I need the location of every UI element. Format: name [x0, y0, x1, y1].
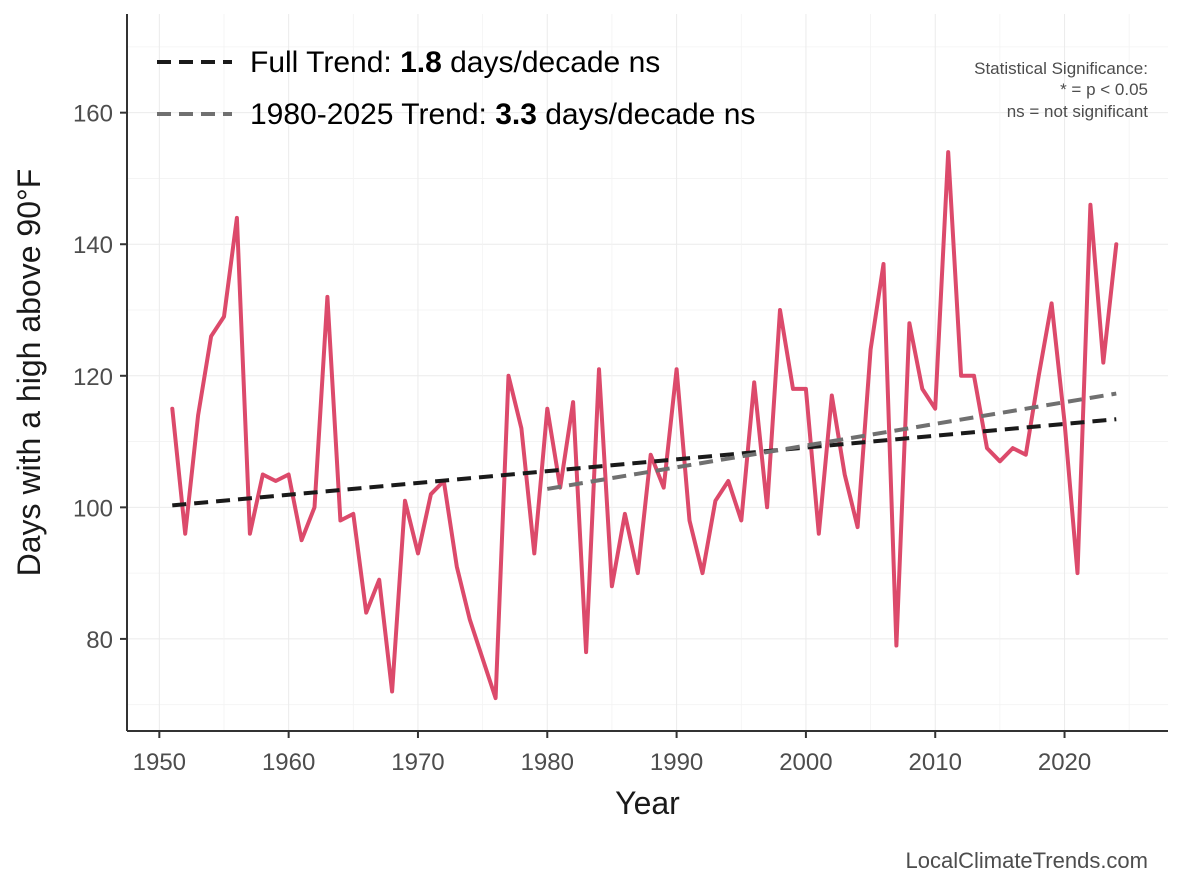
x-tick-label: 1980	[521, 749, 574, 776]
y-tick-label: 120	[73, 364, 113, 391]
series-line	[170, 150, 1119, 701]
axes	[126, 14, 1168, 732]
x-tick-label: 2020	[1038, 749, 1091, 776]
significance-note: Statistical Significance: * = p < 0.05 n…	[974, 59, 1148, 121]
significance-title: Statistical Significance:	[974, 59, 1148, 78]
legend-label-1: Full Trend: 1.8 days/decade ns	[250, 46, 660, 79]
x-tick-label: 1960	[262, 749, 315, 776]
legend: Full Trend: 1.8 days/decade ns 1980-2025 …	[157, 46, 755, 131]
y-tick-label: 80	[86, 627, 113, 654]
significance-line-1: * = p < 0.05	[1060, 80, 1148, 99]
y-tick-label: 160	[73, 101, 113, 128]
x-tick-label: 1970	[391, 749, 444, 776]
x-tick-label: 2010	[909, 749, 962, 776]
significance-line-2: ns = not significant	[1007, 102, 1149, 121]
y-tick-label: 140	[73, 232, 113, 259]
x-tick-label: 1950	[133, 749, 186, 776]
legend-label-2: 1980-2025 Trend: 3.3 days/decade ns	[250, 98, 755, 131]
tick-labels: 1950 1960 1970 1980 1990 2000 2010 2020 80 100 120…	[73, 101, 1091, 776]
y-tick-label: 100	[73, 495, 113, 522]
grid-lines	[127, 14, 1168, 731]
y-axis-title: Days with a high above 90°F	[11, 169, 47, 577]
site-credit: LocalClimateTrends.com	[906, 848, 1149, 873]
trend-lines	[172, 391, 1117, 508]
x-axis-title: Year	[615, 785, 680, 821]
x-tick-label: 1990	[650, 749, 703, 776]
full-trend-line	[172, 417, 1117, 508]
data-series	[170, 150, 1119, 701]
x-tick-label: 2000	[779, 749, 832, 776]
recent-trend-line	[546, 391, 1117, 491]
